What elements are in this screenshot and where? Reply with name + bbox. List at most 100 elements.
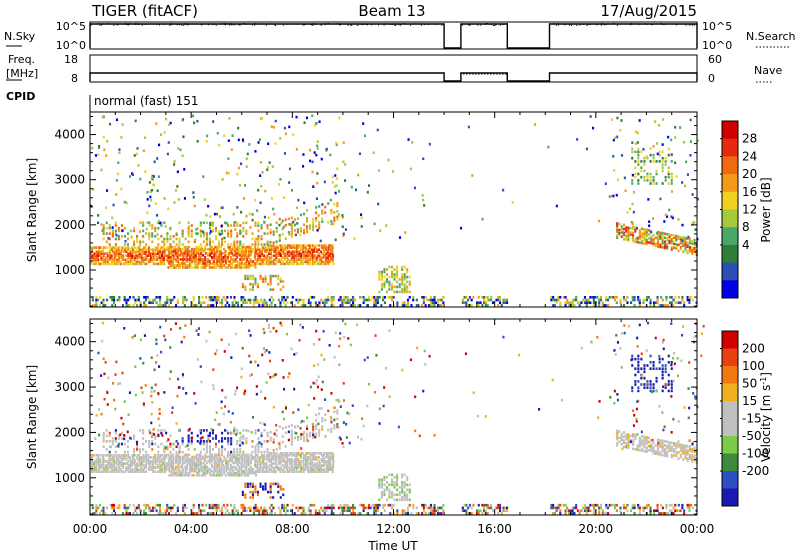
velocity-cell: [271, 456, 274, 459]
velocity-cell: [126, 445, 130, 448]
power-cell: [178, 240, 181, 244]
power-cell: [161, 252, 164, 255]
power-cell: [258, 304, 261, 307]
power-cell: [205, 237, 208, 241]
power-cell: [484, 304, 487, 307]
velocity-cell: [115, 466, 118, 469]
power-cell: [403, 304, 406, 307]
power-cell: [108, 237, 111, 241]
power-cell: [268, 304, 271, 307]
velocity-cell: [633, 503, 636, 507]
power-cell: [233, 243, 236, 246]
velocity-cell: [102, 462, 105, 465]
velocity-cell: [270, 503, 273, 507]
power-ylabel: Slant Range [km]: [25, 158, 39, 262]
power-cell: [125, 254, 128, 257]
velocity-cell: [321, 425, 324, 428]
power-cell: [636, 240, 639, 244]
velocity-cell: [373, 509, 376, 512]
power-cell: [102, 258, 105, 262]
power-cell: [270, 260, 273, 264]
power-cell: [506, 298, 509, 302]
velocity-cell: [256, 509, 259, 512]
power-cell: [631, 202, 634, 206]
velocity-cell: [229, 471, 232, 475]
beam-title: Beam 13: [358, 2, 425, 20]
power-cell: [553, 304, 556, 307]
velocity-cell: [309, 464, 312, 467]
power-cell: [261, 301, 264, 304]
velocity-cell: [184, 445, 187, 448]
velocity-cell: [643, 445, 646, 449]
power-cell: [379, 229, 382, 233]
power-cell: [664, 175, 667, 179]
velocity-cell: [658, 512, 661, 515]
velocity-cell: [166, 445, 169, 448]
velocity-cell: [674, 509, 677, 512]
power-cell: [313, 254, 316, 257]
power-cell: [334, 238, 337, 242]
velocity-cell: [154, 456, 157, 459]
velocity-cell: [632, 439, 635, 442]
power-cell: [194, 238, 197, 242]
power-cell: [267, 246, 270, 249]
velocity-cell: [598, 512, 601, 515]
power-cell: [248, 254, 251, 257]
power-cell: [142, 260, 145, 264]
power-cell: [331, 258, 334, 262]
power-cell: [368, 184, 371, 187]
nsky-dot: [137, 23, 139, 25]
nsky-dot: [98, 23, 99, 25]
velocity-cell: [647, 503, 650, 507]
power-cell: [215, 296, 218, 299]
power-cell: [433, 304, 436, 307]
velocity-cell: [245, 471, 248, 475]
power-cell: [245, 266, 248, 269]
power-cell: [646, 175, 649, 179]
velocity-cell: [642, 506, 645, 510]
power-cell: [315, 216, 318, 220]
power-cell: [170, 249, 173, 253]
power-cell: [133, 250, 136, 253]
power-cell: [311, 254, 314, 257]
power-cell: [166, 246, 169, 249]
power-cell: [97, 262, 101, 266]
power-cell: [571, 304, 574, 307]
power-cell: [204, 260, 207, 263]
nsky-dot: [605, 24, 607, 26]
power-cell: [642, 298, 645, 302]
velocity-cell: [211, 455, 214, 459]
velocity-cell: [245, 437, 248, 440]
power-cell: [141, 252, 144, 255]
power-cell: [326, 250, 329, 253]
power-cell: [302, 244, 305, 247]
power-cell: [211, 266, 214, 269]
power-cell: [210, 245, 213, 249]
power-cell: [184, 247, 187, 251]
nsky-dot: [351, 24, 353, 26]
velocity-cell: [199, 450, 202, 454]
velocity-cell: [309, 462, 312, 465]
velocity-cell: [116, 470, 119, 473]
power-cell: [115, 252, 118, 255]
velocity-cell: [214, 463, 217, 467]
power-cell: [274, 142, 277, 145]
nsky-dot: [396, 23, 398, 25]
power-cell: [251, 213, 254, 216]
velocity-cell: [181, 461, 185, 465]
velocity-cell: [206, 469, 209, 473]
velocity-cell: [236, 459, 239, 463]
power-cell: [656, 142, 659, 145]
velocity-cell: [251, 469, 254, 473]
power-cell: [133, 258, 136, 262]
nsky-dot: [687, 23, 689, 25]
power-cell: [98, 144, 101, 148]
velocity-cell: [236, 450, 239, 454]
power-cell: [158, 221, 162, 225]
velocity-cell: [145, 450, 148, 454]
power-cell: [93, 258, 96, 262]
power-cell: [239, 229, 242, 233]
velocity-cell: [481, 503, 484, 507]
power-cell: [314, 304, 317, 307]
